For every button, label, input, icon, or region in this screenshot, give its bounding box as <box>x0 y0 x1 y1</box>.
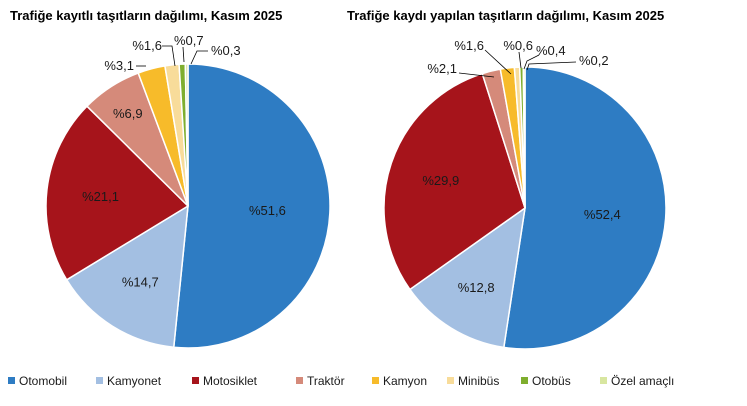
pie-chart-registered: %51,6 %14,7 %21,1 %6,9 %3,1 %1,6 %0,7 %0,3 <box>45 33 331 349</box>
legend-swatch-1 <box>8 377 15 384</box>
leader-line-8 <box>190 50 208 65</box>
pie-slice-8 <box>184 63 189 207</box>
slice-label-3: %29,9 <box>422 173 459 188</box>
slice-label-6: %0,6 <box>503 38 533 53</box>
slice-label-2: %14,7 <box>122 275 159 290</box>
leader-line-7 <box>523 54 540 70</box>
slice-label-8: %0,3 <box>211 43 241 58</box>
legend-label-3: Motosiklet <box>203 374 258 388</box>
leader-line-7 <box>182 46 185 63</box>
pie-slice-2 <box>65 204 189 349</box>
legend-label-4: Traktör <box>307 374 345 388</box>
slice-label-8: %0,2 <box>579 53 609 68</box>
chart-2-title: Trafiğe kaydı yapılan taşıtların dağılım… <box>347 8 664 23</box>
leader-line-8 <box>526 61 577 71</box>
slice-label-1: %51,6 <box>249 203 286 218</box>
legend-swatch-4 <box>296 377 303 384</box>
slice-label-6: %1,6 <box>132 38 162 53</box>
pie-chart-newly-registered: %52,4 %12,8 %29,9 %2,1 %1,6 %0,6 %0,4 %0,2 <box>383 38 667 350</box>
legend-label-1: Otomobil <box>19 374 67 388</box>
pie-slice-3 <box>383 72 526 291</box>
pie-slice-2 <box>408 206 527 349</box>
slice-label-7: %0,7 <box>174 33 204 48</box>
legend-swatch-8 <box>600 377 607 384</box>
legend-swatch-3 <box>192 377 199 384</box>
legend-label-5: Kamyon <box>383 374 427 388</box>
legend-label-7: Otobüs <box>532 374 571 388</box>
leader-line-5 <box>484 49 512 75</box>
pie-slice-1 <box>502 66 667 350</box>
legend-swatch-2 <box>96 377 103 384</box>
leader-line-6 <box>162 45 176 67</box>
leader-line-6 <box>518 51 522 69</box>
legend-label-6: Minibüs <box>458 374 499 388</box>
pie-slice-1 <box>172 63 331 349</box>
legend-label-8: Özel amaçlı <box>611 374 674 388</box>
legend-swatch-5 <box>372 377 379 384</box>
legend-swatch-6 <box>447 377 454 384</box>
pie-slice-3 <box>45 105 190 281</box>
chart-1-title: Trafiğe kayıtlı taşıtların dağılımı, Kas… <box>10 8 282 23</box>
legend: Otomobil Kamyonet Motosiklet Traktör Kamyon M… <box>8 374 674 388</box>
slice-label-3: %21,1 <box>82 189 119 204</box>
slice-label-4: %2,1 <box>427 61 457 76</box>
slice-label-5: %1,6 <box>454 38 484 53</box>
slice-label-5: %3,1 <box>104 58 134 73</box>
legend-label-2: Kamyonet <box>107 374 162 388</box>
slice-label-1: %52,4 <box>584 207 621 222</box>
slice-label-7: %0,4 <box>536 43 566 58</box>
leader-line-4 <box>458 72 495 78</box>
legend-swatch-7 <box>521 377 528 384</box>
slice-label-4: %6,9 <box>113 106 143 121</box>
slice-label-2: %12,8 <box>458 280 495 295</box>
